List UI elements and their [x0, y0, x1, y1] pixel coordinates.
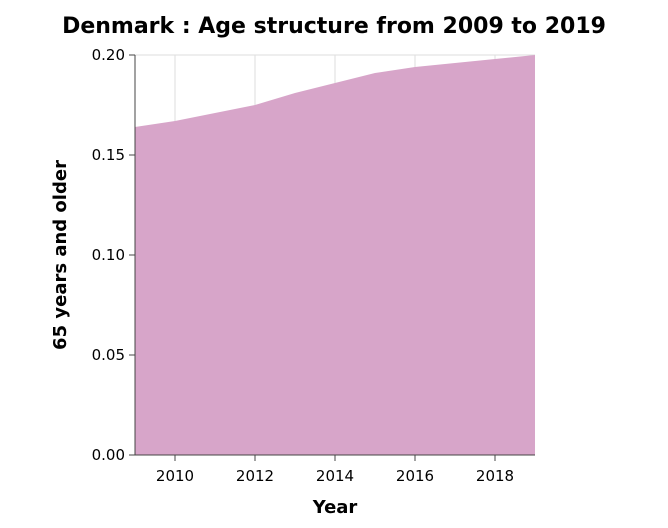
- area-layer: [135, 55, 535, 455]
- x-tick-label: 2014: [316, 467, 354, 485]
- x-tick-label: 2018: [476, 467, 514, 485]
- x-tick-label: 2012: [236, 467, 274, 485]
- chart-title: Denmark : Age structure from 2009 to 201…: [62, 14, 606, 39]
- y-axis-label: 65 years and older: [50, 160, 71, 350]
- x-tick-label: 2010: [156, 467, 194, 485]
- x-axis-label: Year: [312, 497, 358, 518]
- y-tick-label: 0.10: [92, 246, 125, 264]
- y-tick-label: 0.00: [92, 446, 125, 464]
- y-tick-label: 0.15: [92, 146, 125, 164]
- y-tick-label: 0.05: [92, 346, 125, 364]
- y-tick-label: 0.20: [92, 46, 125, 64]
- area-series: [135, 55, 535, 455]
- tick-layer: 0.00 0.05 0.10 0.15 0.20 2010 2012 2014 2016 2018: [92, 46, 515, 485]
- x-tick-label: 2016: [396, 467, 434, 485]
